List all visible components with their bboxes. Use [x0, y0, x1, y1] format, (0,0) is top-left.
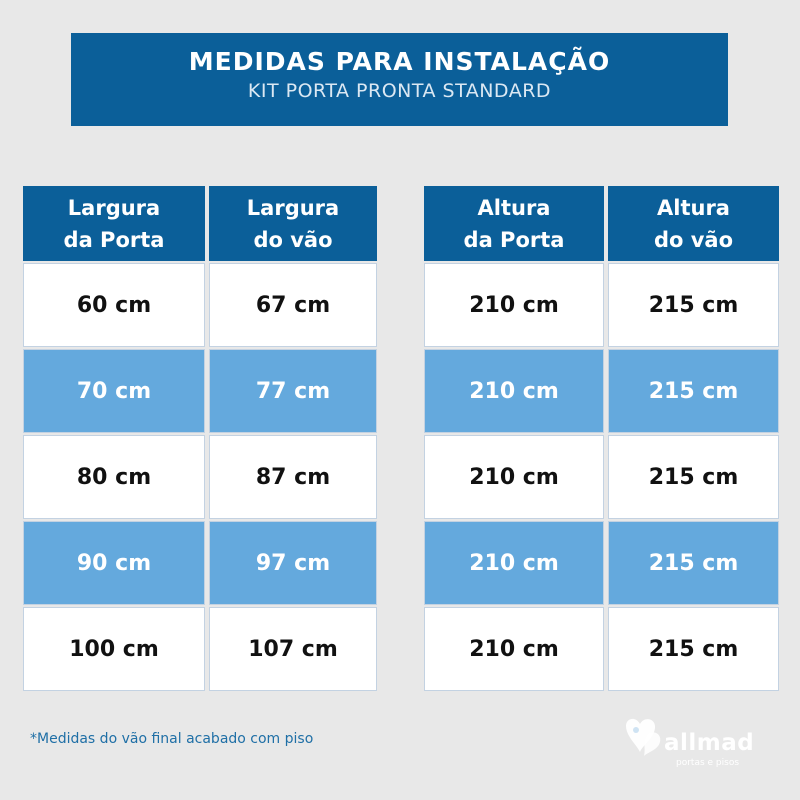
table-cell: 210 cm — [424, 349, 604, 433]
table-cell: 215 cm — [608, 607, 779, 691]
table-cell: 215 cm — [608, 349, 779, 433]
heart-hands-icon — [626, 718, 661, 756]
footnote: *Medidas do vão final acabado com piso — [30, 731, 314, 747]
header-altura-porta: Altura da Porta — [424, 186, 604, 261]
table-cell: 97 cm — [209, 521, 377, 605]
table-cell: 67 cm — [209, 263, 377, 347]
header-line: do vão — [253, 227, 333, 252]
title-banner: MEDIDAS PARA INSTALAÇÃO KIT PORTA PRONTA… — [71, 33, 728, 126]
table-cell: 210 cm — [424, 607, 604, 691]
page-subtitle: KIT PORTA PRONTA STANDARD — [247, 80, 552, 102]
table-cell: 60 cm — [23, 263, 205, 347]
header-line: Largura — [67, 195, 161, 220]
header-line: Altura — [477, 195, 551, 220]
header-line: da Porta — [63, 227, 165, 252]
width-table: Largura da Porta Largura do vão 60 cm 67… — [23, 186, 377, 691]
table-cell: 215 cm — [608, 263, 779, 347]
page-title: MEDIDAS PARA INSTALAÇÃO — [188, 47, 611, 76]
height-table: Altura da Porta Altura do vão 210 cm 215… — [424, 186, 779, 691]
table-cell: 215 cm — [608, 435, 779, 519]
header-largura-porta: Largura da Porta — [23, 186, 205, 261]
table-cell: 87 cm — [209, 435, 377, 519]
header-line: do vão — [653, 227, 734, 252]
header-line: Altura — [657, 195, 730, 220]
table-cell: 210 cm — [424, 263, 604, 347]
table-cell: 80 cm — [23, 435, 205, 519]
header-altura-vao: Altura do vão — [608, 186, 779, 261]
brand-logo: allmad portas e pisos — [618, 712, 754, 772]
logo-tagline: portas e pisos — [676, 758, 740, 768]
table-cell: 107 cm — [209, 607, 377, 691]
logo-name: allmad — [664, 730, 755, 756]
table-cell: 210 cm — [424, 521, 604, 605]
table-cell: 90 cm — [23, 521, 205, 605]
header-line: Largura — [246, 195, 340, 220]
table-cell: 70 cm — [23, 349, 205, 433]
table-cell: 77 cm — [209, 349, 377, 433]
header-largura-vao: Largura do vão — [209, 186, 377, 261]
table-cell: 100 cm — [23, 607, 205, 691]
table-cell: 215 cm — [608, 521, 779, 605]
header-line: da Porta — [463, 227, 565, 252]
table-cell: 210 cm — [424, 435, 604, 519]
